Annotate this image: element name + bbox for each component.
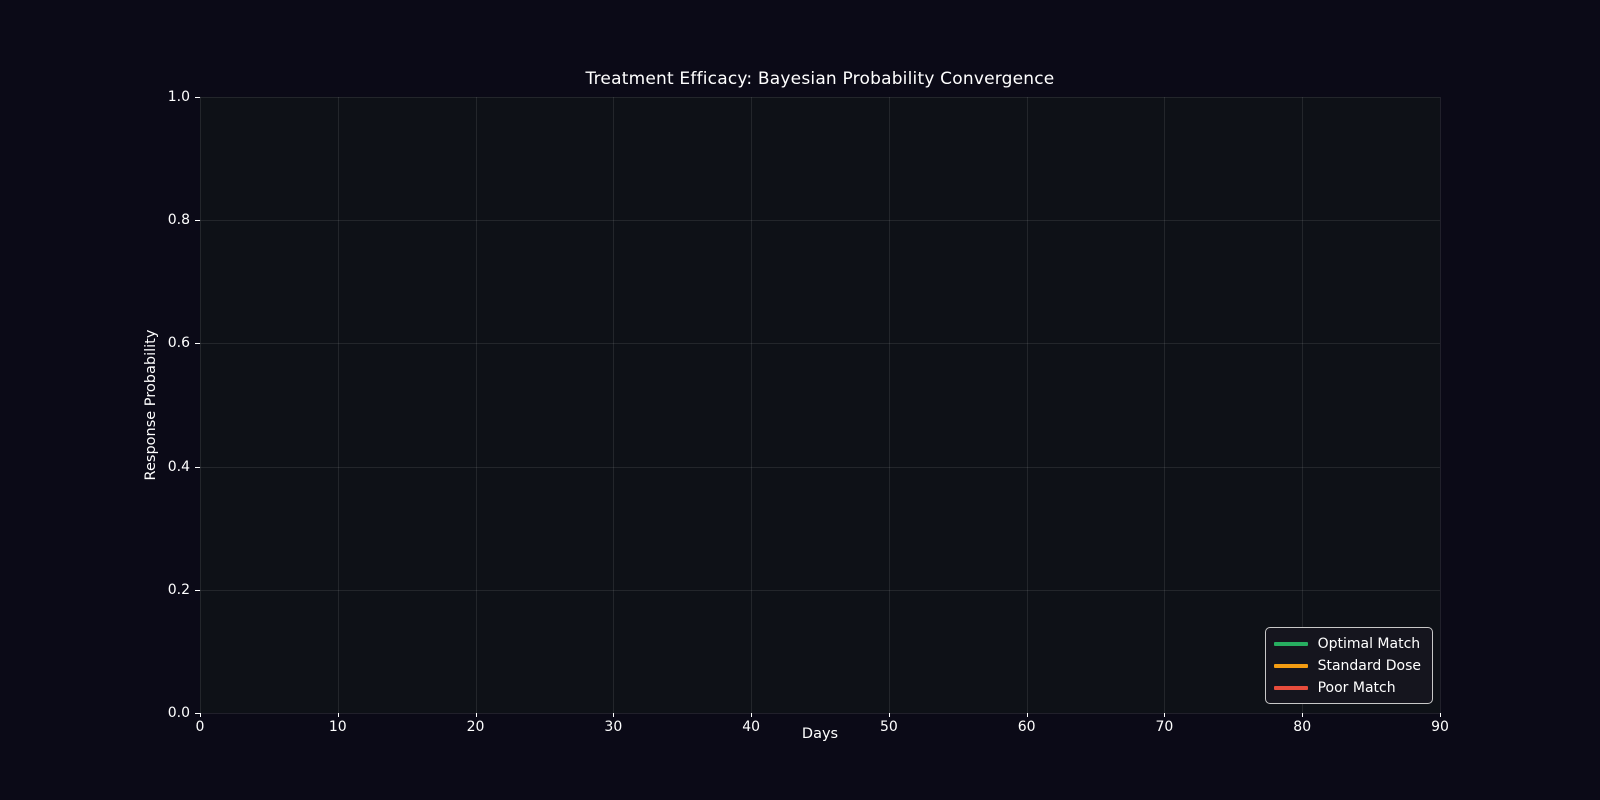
- legend-line-swatch: [1273, 663, 1308, 668]
- legend-entry: Optimal Match: [1273, 634, 1421, 653]
- x-tick-mark: [888, 713, 890, 717]
- y-tick-mark: [195, 589, 200, 591]
- y-tick-mark: [195, 713, 200, 714]
- plot-area: Optimal Match Standard Dose Poor Match: [200, 97, 1441, 714]
- y-gridline: [200, 713, 1440, 714]
- x-gridline: [1302, 97, 1304, 713]
- y-gridline: [200, 466, 1440, 468]
- x-tick-label: 70: [1155, 719, 1174, 735]
- y-tick-label: 0.0: [167, 705, 190, 721]
- y-gridline: [200, 343, 1440, 345]
- x-gridline: [337, 97, 339, 713]
- x-gridline: [200, 97, 201, 713]
- x-tick-mark: [1440, 713, 1441, 717]
- x-gridline: [1164, 97, 1166, 713]
- x-gridline: [751, 97, 753, 713]
- y-gridline: [200, 589, 1440, 591]
- x-tick-mark: [337, 713, 339, 717]
- chart-title: Treatment Efficacy: Bayesian Probability…: [585, 69, 1055, 89]
- x-tick-label: 20: [466, 719, 485, 735]
- y-gridline: [200, 97, 1440, 98]
- x-tick-mark: [1026, 713, 1028, 717]
- legend-entry: Standard Dose: [1273, 656, 1421, 675]
- x-tick-label: 90: [1431, 719, 1449, 735]
- x-tick-label: 10: [328, 719, 347, 735]
- x-axis-label: Days: [801, 726, 839, 742]
- x-tick-mark: [751, 713, 753, 717]
- y-tick-label: 0.4: [167, 458, 190, 475]
- x-tick-mark: [200, 713, 201, 717]
- x-gridline: [888, 97, 890, 713]
- legend-line-swatch: [1273, 685, 1308, 690]
- legend: Optimal Match Standard Dose Poor Match: [1264, 627, 1433, 704]
- x-gridline: [1440, 97, 1441, 713]
- x-gridline: [1026, 97, 1028, 713]
- x-gridline: [613, 97, 615, 713]
- legend-label: Optimal Match: [1317, 635, 1421, 652]
- legend-label: Standard Dose: [1317, 657, 1421, 674]
- x-tick-mark: [475, 713, 477, 717]
- series-lines: [200, 97, 1440, 713]
- y-tick-label: 0.2: [167, 581, 190, 598]
- y-tick-mark: [195, 97, 200, 98]
- legend-line-swatch: [1273, 641, 1308, 646]
- y-tick-mark: [195, 466, 200, 468]
- x-tick-label: 40: [742, 719, 761, 735]
- x-tick-mark: [1302, 713, 1304, 717]
- x-tick-label: 60: [1017, 719, 1036, 735]
- y-tick-label: 0.8: [167, 212, 190, 229]
- x-gridline: [475, 97, 477, 713]
- x-tick-mark: [1164, 713, 1166, 717]
- y-tick-mark: [195, 220, 200, 222]
- x-tick-label: 80: [1293, 719, 1312, 735]
- x-tick-label: 50: [879, 719, 898, 735]
- legend-entry: Poor Match: [1273, 678, 1421, 697]
- x-tick-label: 0: [195, 719, 205, 735]
- y-axis-label: Response Probability: [143, 329, 159, 481]
- legend-label: Poor Match: [1317, 679, 1396, 696]
- y-tick-label: 0.6: [167, 335, 190, 352]
- x-tick-label: 30: [604, 719, 623, 735]
- y-tick-mark: [195, 343, 200, 345]
- x-tick-mark: [613, 713, 615, 717]
- y-tick-label: 1.0: [167, 89, 190, 105]
- y-gridline: [200, 220, 1440, 222]
